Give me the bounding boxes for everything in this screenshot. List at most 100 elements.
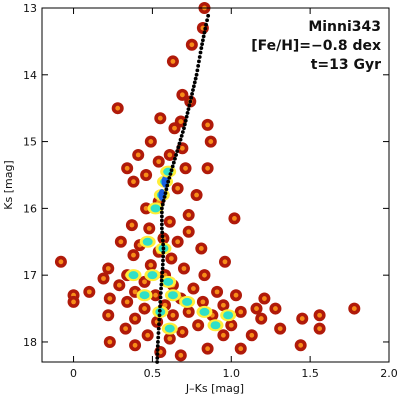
isochrone-dot xyxy=(176,145,181,150)
isochrone-dot xyxy=(158,295,163,300)
scatter-point xyxy=(83,285,96,298)
isochrone-dot xyxy=(161,246,166,251)
scatter-point xyxy=(250,302,263,315)
isochrone-dot xyxy=(159,210,164,215)
scatter-point xyxy=(190,189,203,202)
density-blob xyxy=(179,295,196,308)
isochrone-dot xyxy=(170,164,175,169)
data-points-layer xyxy=(54,2,361,362)
isochrone-dot xyxy=(168,172,173,176)
scatter-point xyxy=(185,38,198,51)
annotation-age: t=13 Gyr xyxy=(311,57,381,73)
isochrone-dot xyxy=(159,278,164,283)
x-axis: 0 0.5 1.0 1.5 2.0 xyxy=(70,8,398,380)
y-axis-label: Ks [mag] xyxy=(2,160,15,209)
isochrone-dot xyxy=(191,84,196,89)
isochrone-dot xyxy=(157,322,161,327)
y-tick-label: 18 xyxy=(23,336,37,349)
scatter-point xyxy=(225,319,238,332)
isochrone-dot xyxy=(158,299,163,304)
scatter-point xyxy=(113,279,126,292)
scatter-point xyxy=(111,102,124,115)
isochrone-dot xyxy=(175,149,180,154)
scatter-point xyxy=(198,269,211,282)
scatter-point xyxy=(211,285,224,298)
isochrone-dot xyxy=(157,313,162,318)
isochrone-dot xyxy=(155,356,160,360)
isochrone-dot xyxy=(197,59,201,64)
density-blob xyxy=(160,275,177,288)
scatter-point xyxy=(102,309,115,322)
scatter-point xyxy=(152,155,165,168)
isochrone-dot xyxy=(191,88,195,92)
isochrone-dot xyxy=(196,63,201,68)
scatter-point xyxy=(114,235,127,248)
scatter-point xyxy=(294,339,307,352)
x-tick-label: 0 xyxy=(70,367,77,380)
isochrone-dot xyxy=(157,317,162,322)
isochrone-dot xyxy=(161,254,166,259)
isochrone-dot xyxy=(190,91,194,96)
scatter-point xyxy=(348,302,361,315)
isochrone-dot xyxy=(155,348,160,352)
scatter-point xyxy=(132,148,145,161)
scatter-point xyxy=(176,325,189,338)
scatter-point xyxy=(313,322,326,335)
scatter-point xyxy=(313,309,326,322)
scatter-point xyxy=(234,305,247,318)
isochrone-dot xyxy=(160,270,165,275)
isochrone-dot xyxy=(160,274,164,279)
scatter-point xyxy=(217,329,230,342)
isochrone-dot xyxy=(173,156,177,161)
annotation-cluster-name: Minni343 xyxy=(308,19,381,35)
scatter-point xyxy=(97,272,110,285)
isochrone-dot xyxy=(198,50,203,55)
scatter-point xyxy=(177,262,190,275)
x-tick-label: 1.5 xyxy=(301,367,319,380)
isochrone-dot xyxy=(162,195,167,199)
scatter-point xyxy=(192,319,205,332)
isochrone-dot xyxy=(158,291,163,295)
scatter-point xyxy=(258,292,271,305)
isochrone-dot xyxy=(163,191,168,196)
scatter-point xyxy=(255,312,268,325)
scatter-point xyxy=(154,112,167,125)
y-tick-label: 14 xyxy=(23,69,37,82)
annotation-metallicity: [Fe/H]=−0.8 dex xyxy=(251,38,381,54)
scatter-point xyxy=(129,339,142,352)
scatter-point xyxy=(143,222,156,235)
scatter-point xyxy=(138,302,151,315)
scatter-point xyxy=(121,295,134,308)
isochrone-dot xyxy=(180,130,185,134)
scatter-point xyxy=(234,342,247,355)
scatter-point xyxy=(187,282,200,295)
isochrone-dot xyxy=(197,55,202,59)
scatter-point xyxy=(102,262,115,275)
scatter-point xyxy=(119,322,132,335)
isochrone-dot xyxy=(187,103,192,108)
isochrone-dot xyxy=(200,42,204,47)
scatter-point xyxy=(274,322,287,335)
scatter-point xyxy=(171,235,184,248)
isochrone-dot xyxy=(188,99,193,104)
scatter-point xyxy=(218,255,231,268)
isochrone-dot xyxy=(155,344,160,348)
isochrone-dot xyxy=(165,183,170,188)
density-blob xyxy=(220,309,237,322)
isochrone-dot xyxy=(200,38,205,43)
y-axis: 13 14 15 16 17 18 xyxy=(23,2,389,349)
scatter-point xyxy=(228,212,241,225)
isochrone-dot xyxy=(157,308,162,313)
scatter-point xyxy=(163,215,176,228)
isochrone-dot xyxy=(156,335,161,340)
scatter-point xyxy=(296,312,309,325)
isochrone-dot xyxy=(194,72,199,77)
scatter-point xyxy=(125,219,138,232)
isochrone-dot xyxy=(158,304,162,309)
isochrone-dot xyxy=(203,26,208,31)
isochrone-dot xyxy=(174,153,178,157)
scatter-point xyxy=(141,329,154,342)
y-tick-label: 13 xyxy=(23,2,37,15)
isochrone-dot xyxy=(166,179,171,184)
isochrone-dot xyxy=(189,95,194,100)
